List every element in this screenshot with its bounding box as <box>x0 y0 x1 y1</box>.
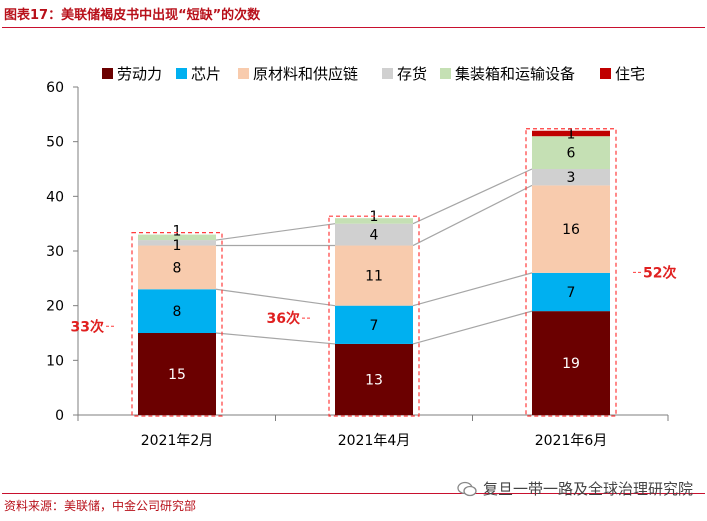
legend-label: 住宅 <box>615 65 645 83</box>
bar-segment <box>532 169 610 186</box>
bar-segment <box>532 130 610 137</box>
bar-segment <box>532 136 610 169</box>
watermark: 复旦一带一路及全球治理研究院 <box>457 478 693 499</box>
bar-segment <box>335 223 413 246</box>
data-label: 7 <box>567 285 576 301</box>
legend-swatch <box>440 68 451 79</box>
title-divider <box>2 27 705 28</box>
bar-segment <box>138 240 216 246</box>
data-label: 16 <box>562 222 580 238</box>
legend-label: 存货 <box>397 65 427 83</box>
total-label: 52次 <box>643 264 676 281</box>
x-tick-label: 2021年2月 <box>141 433 214 449</box>
y-tick-label: 10 <box>46 353 64 369</box>
watermark-text: 复旦一带一路及全球治理研究院 <box>482 480 693 498</box>
legend-swatch <box>238 68 249 79</box>
bar-segment <box>138 245 216 290</box>
data-label: 1 <box>567 126 576 142</box>
legend-label: 芯片 <box>191 65 221 83</box>
series-connector-line <box>412 310 533 345</box>
y-tick-label: 30 <box>46 244 64 260</box>
legend-swatch <box>176 68 187 79</box>
total-label: 36次 <box>267 310 300 327</box>
series-connector-line <box>412 184 533 247</box>
data-label: 19 <box>562 356 580 372</box>
data-label: 8 <box>173 260 182 276</box>
bar-segment <box>335 305 413 344</box>
series-connector-line <box>215 223 336 241</box>
series-connector-line <box>215 288 336 307</box>
x-tick-label: 2021年6月 <box>535 433 608 449</box>
data-label: 13 <box>365 372 383 388</box>
bar-segment <box>532 185 610 273</box>
legend-label: 集装箱和运输设备 <box>455 65 575 83</box>
data-label: 4 <box>370 228 379 244</box>
bar-segment <box>532 311 610 415</box>
data-label: 1 <box>370 209 379 225</box>
x-tick-label: 2021年4月 <box>338 433 411 449</box>
y-tick-label: 50 <box>46 135 64 151</box>
bar-segment <box>138 234 216 241</box>
footer-divider <box>2 493 705 494</box>
data-label: 1 <box>173 238 182 254</box>
data-label: 15 <box>168 367 186 383</box>
y-tick-label: 60 <box>46 80 64 96</box>
source-note: 资料来源：美联储，中金公司研究部 <box>4 499 197 513</box>
series-connector-line <box>412 168 533 225</box>
series-connector-line <box>412 272 533 307</box>
wechat-icon <box>457 481 477 496</box>
total-bracket <box>328 215 420 417</box>
legend-swatch <box>600 68 611 79</box>
series-connector-line <box>215 332 336 345</box>
data-label: 11 <box>365 269 383 285</box>
bar-segment <box>138 333 216 415</box>
data-label: 8 <box>173 304 182 320</box>
bar-segment <box>335 218 413 224</box>
bar-segment <box>335 245 413 306</box>
data-label: 3 <box>567 170 576 186</box>
legend-swatch <box>382 68 393 79</box>
bar-segment <box>138 289 216 333</box>
bar-segment <box>335 343 413 415</box>
total-label: 33次 <box>71 318 104 335</box>
bar-segment <box>532 272 610 312</box>
data-label: 7 <box>370 318 379 334</box>
data-label: 6 <box>567 146 576 162</box>
y-tick-label: 20 <box>46 299 64 315</box>
total-bracket <box>525 128 617 417</box>
data-label: 1 <box>173 224 182 240</box>
y-tick-label: 40 <box>46 189 64 205</box>
figure-title: 图表17：美联储褐皮书中出现“短缺”的次数 <box>4 8 261 23</box>
y-tick-label: 0 <box>55 408 64 424</box>
legend-label: 劳动力 <box>117 65 162 83</box>
total-bracket <box>131 232 223 417</box>
legend-label: 原材料和供应链 <box>253 65 358 83</box>
legend-swatch <box>102 68 113 79</box>
